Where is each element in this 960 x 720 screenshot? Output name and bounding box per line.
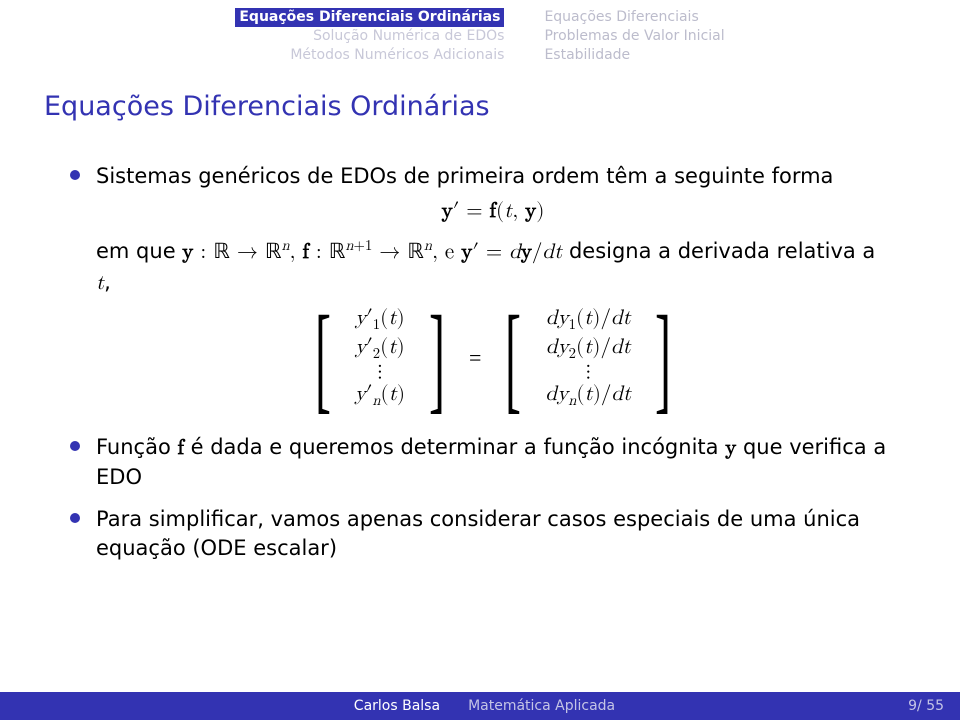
slide-title: Equações Diferenciais Ordinárias bbox=[0, 91, 960, 122]
bullet-1-text-a: Sistemas genéricos de EDOs de primeira o… bbox=[96, 164, 833, 188]
bullet-1: Sistemas genéricos de EDOs de primeira o… bbox=[96, 162, 890, 411]
header-right-line1: Equações Diferenciais bbox=[544, 8, 724, 27]
matrix-equation: [ y′1(t) y′2(t) ⋮ y′n(t) ] = [ dy1(t)/dt… bbox=[96, 306, 890, 411]
inline-math-2: t bbox=[96, 273, 104, 294]
matrix-right-col: dy1(t)/dt dy2(t)/dt ⋮ dyn(t)/dt bbox=[545, 306, 631, 411]
bullet-3-text: Para simplificar, vamos apenas considera… bbox=[96, 507, 860, 559]
equals-sign: = bbox=[469, 343, 481, 373]
header-right-column: Equações Diferenciais Problemas de Valor… bbox=[544, 8, 724, 65]
header-left-line3: Métodos Numéricos Adicionais bbox=[235, 46, 504, 65]
header-right-line2: Problemas de Valor Inicial bbox=[544, 27, 724, 46]
bullet-2-text: Função f é dada e queremos determinar a … bbox=[96, 435, 886, 489]
slide-content: Sistemas genéricos de EDOs de primeira o… bbox=[0, 122, 960, 562]
bullet-1-text-c: designa a derivada relativa a bbox=[562, 239, 875, 263]
right-bracket-open: [ bbox=[505, 307, 521, 409]
matrix-left-col: y′1(t) y′2(t) ⋮ y′n(t) bbox=[355, 306, 405, 411]
slide-header: Equações Diferenciais Ordinárias Solução… bbox=[0, 0, 960, 65]
slide-footer: Carlos Balsa Matemática Aplicada 9/ 55 bbox=[0, 692, 960, 720]
footer-page: 9/ 55 bbox=[908, 698, 960, 714]
footer-author: Carlos Balsa bbox=[0, 698, 454, 714]
left-bracket-open: [ bbox=[315, 307, 331, 409]
header-left-column: Equações Diferenciais Ordinárias Solução… bbox=[235, 8, 504, 65]
inline-math-1: y : ℝ → ℝn, f : ℝn+1 → ℝn, e y′ = dy/dt bbox=[182, 242, 562, 263]
bullet-1-text-b: em que bbox=[96, 239, 182, 263]
bullet-3: Para simplificar, vamos apenas considera… bbox=[96, 505, 890, 562]
equation-1: y′ = f(t, y) bbox=[96, 196, 890, 226]
right-bracket-close: ] bbox=[655, 307, 671, 409]
footer-course: Matemática Aplicada bbox=[454, 698, 908, 714]
bullet-2: Função f é dada e queremos determinar a … bbox=[96, 433, 890, 492]
left-bracket-close: ] bbox=[429, 307, 445, 409]
header-left-line2: Solução Numérica de EDOs bbox=[235, 27, 504, 46]
header-left-line1: Equações Diferenciais Ordinárias bbox=[235, 8, 504, 27]
header-right-line3: Estabilidade bbox=[544, 46, 724, 65]
